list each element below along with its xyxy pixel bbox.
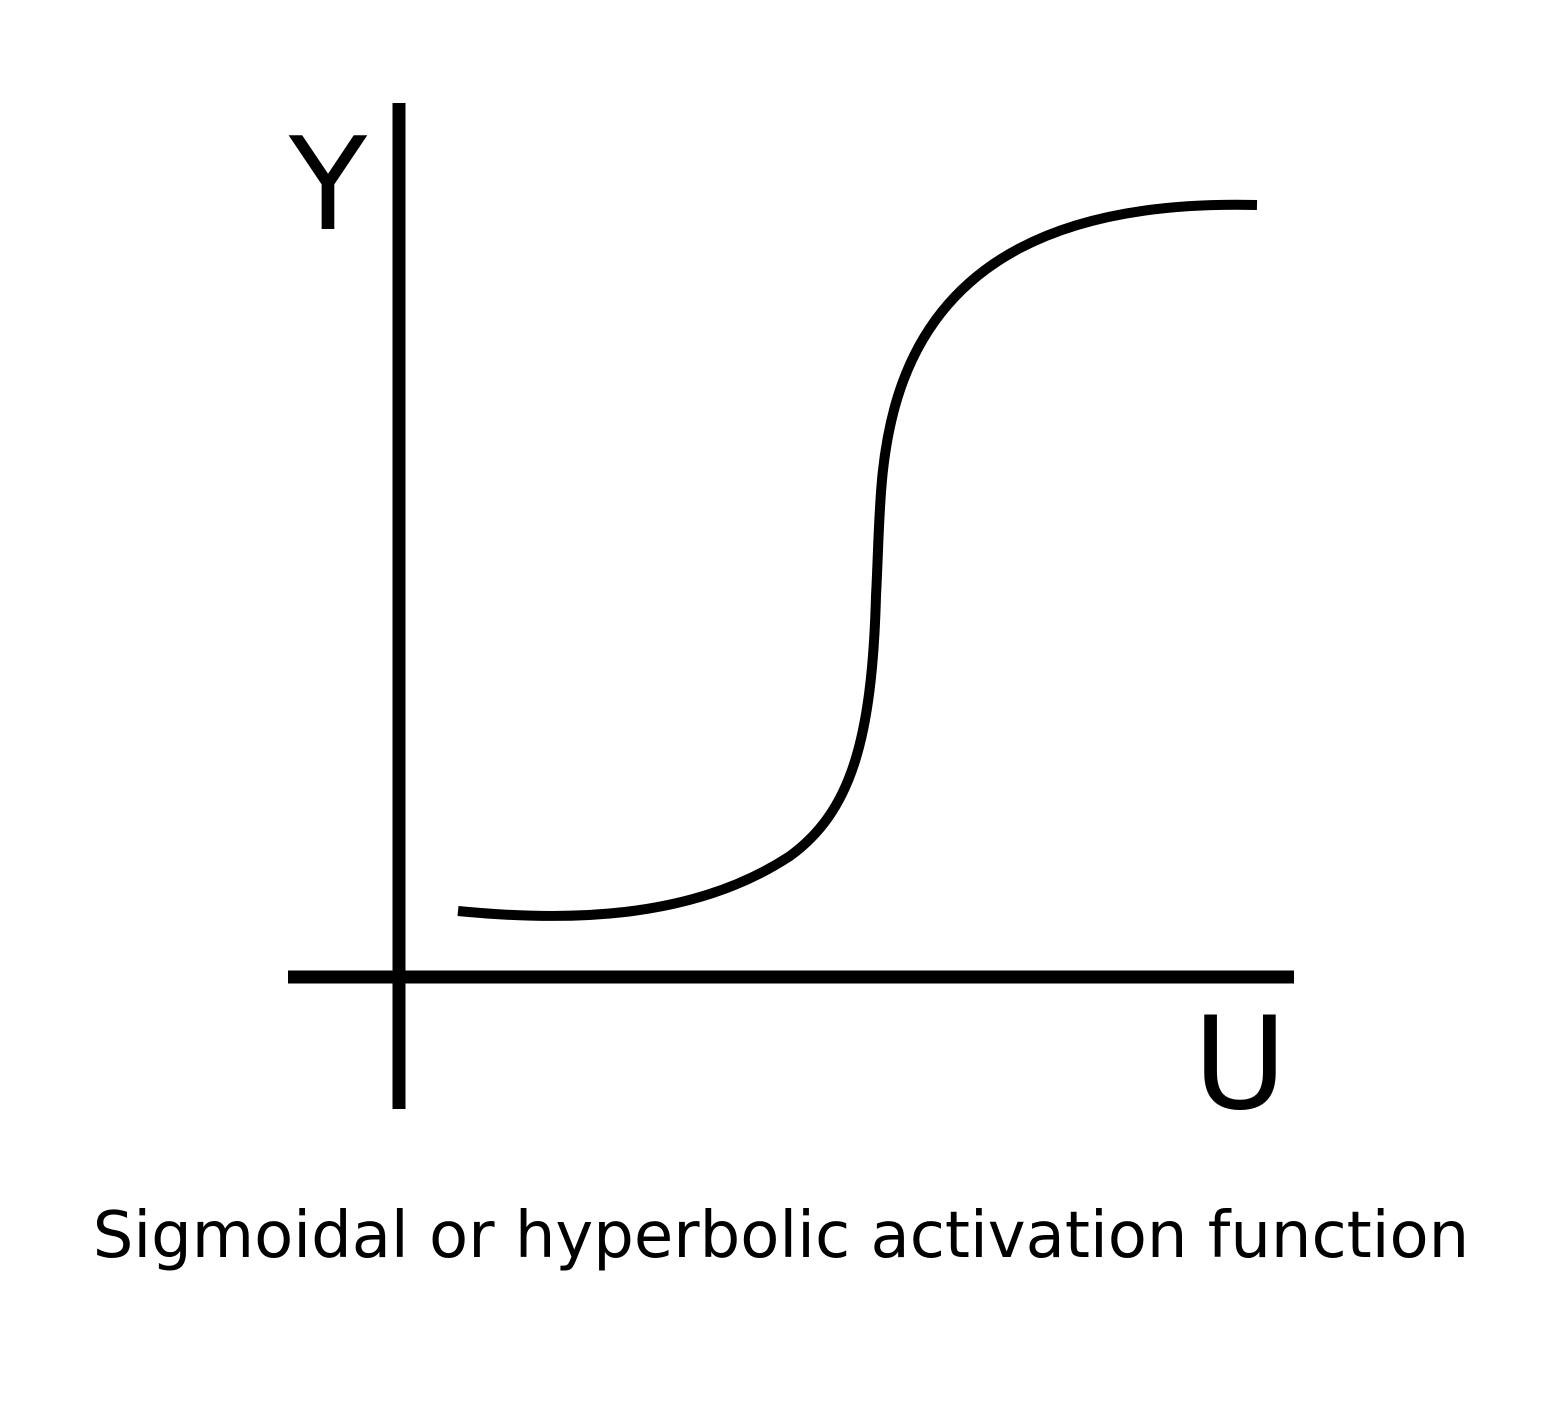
figure-caption: Sigmoidal or hyperbolic activation funct… — [92, 1199, 1470, 1273]
y-axis-label: Y — [288, 111, 368, 260]
x-axis-label: U — [1193, 990, 1287, 1139]
sigmoid-curve — [457, 199, 1258, 921]
